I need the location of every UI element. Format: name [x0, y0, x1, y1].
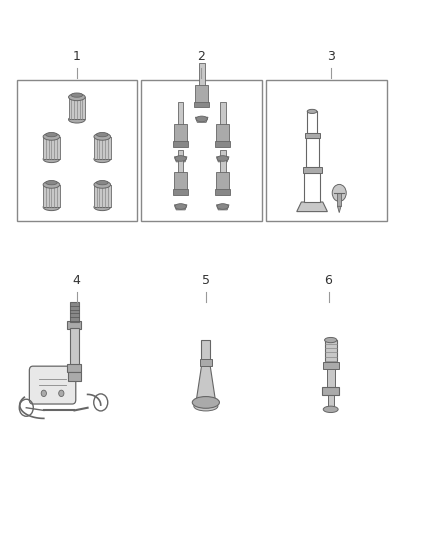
Polygon shape	[174, 205, 187, 210]
Bar	[70, 302, 79, 322]
Bar	[216, 172, 229, 191]
Polygon shape	[297, 202, 328, 212]
Bar	[194, 102, 209, 107]
Bar	[199, 62, 205, 86]
Bar	[178, 102, 184, 126]
Circle shape	[41, 390, 46, 397]
Ellipse shape	[307, 109, 317, 114]
Polygon shape	[216, 205, 229, 210]
Ellipse shape	[194, 401, 218, 411]
Text: 2: 2	[198, 51, 205, 63]
Bar	[174, 124, 187, 143]
Bar	[266, 80, 387, 221]
Text: 1: 1	[73, 51, 81, 63]
Bar	[305, 138, 318, 167]
Bar	[216, 124, 229, 143]
Polygon shape	[337, 206, 341, 213]
Ellipse shape	[325, 337, 337, 343]
Polygon shape	[43, 185, 60, 207]
Circle shape	[59, 390, 64, 397]
Bar	[201, 340, 210, 360]
Bar	[303, 167, 321, 173]
Bar	[220, 150, 226, 174]
Text: 6: 6	[325, 274, 332, 287]
Bar	[307, 111, 317, 133]
Bar	[17, 80, 137, 221]
Ellipse shape	[43, 156, 60, 163]
Ellipse shape	[217, 156, 228, 161]
Bar	[220, 102, 226, 126]
Ellipse shape	[323, 406, 338, 413]
Polygon shape	[174, 157, 187, 162]
Text: 4: 4	[73, 274, 81, 287]
Polygon shape	[196, 366, 215, 401]
Bar	[337, 193, 341, 206]
Bar	[67, 364, 81, 372]
Text: 3: 3	[327, 51, 335, 63]
Ellipse shape	[96, 133, 108, 137]
Bar	[173, 141, 188, 147]
Bar	[178, 150, 184, 174]
Bar	[67, 321, 81, 329]
Bar	[200, 359, 212, 366]
Bar	[215, 141, 230, 147]
Ellipse shape	[192, 397, 219, 408]
Bar	[328, 394, 334, 409]
Circle shape	[332, 184, 346, 201]
Polygon shape	[195, 117, 208, 123]
Bar	[322, 387, 339, 395]
Ellipse shape	[94, 204, 111, 211]
Polygon shape	[94, 136, 110, 159]
Polygon shape	[69, 97, 85, 119]
Polygon shape	[94, 185, 110, 207]
Bar	[195, 85, 208, 103]
Polygon shape	[43, 136, 60, 159]
Ellipse shape	[43, 181, 60, 188]
Ellipse shape	[196, 116, 207, 122]
Bar	[173, 189, 188, 195]
Ellipse shape	[217, 204, 228, 209]
Ellipse shape	[71, 93, 83, 97]
Bar	[174, 172, 187, 191]
Bar	[323, 362, 339, 369]
Bar	[68, 372, 81, 381]
Ellipse shape	[69, 116, 85, 123]
Bar	[304, 133, 320, 138]
Bar	[141, 80, 262, 221]
Ellipse shape	[94, 156, 111, 163]
Bar	[304, 173, 320, 202]
Polygon shape	[216, 157, 229, 162]
Ellipse shape	[94, 133, 111, 140]
Ellipse shape	[46, 181, 57, 185]
Ellipse shape	[175, 204, 186, 209]
Bar	[325, 340, 337, 362]
Ellipse shape	[175, 156, 186, 161]
Bar	[215, 189, 230, 195]
Ellipse shape	[69, 94, 85, 101]
Text: 5: 5	[202, 274, 210, 287]
FancyBboxPatch shape	[29, 366, 76, 404]
Bar	[327, 368, 335, 387]
Ellipse shape	[94, 181, 111, 188]
Ellipse shape	[43, 204, 60, 211]
Bar	[70, 328, 79, 365]
Ellipse shape	[96, 181, 108, 185]
Ellipse shape	[46, 133, 57, 137]
Ellipse shape	[43, 133, 60, 140]
